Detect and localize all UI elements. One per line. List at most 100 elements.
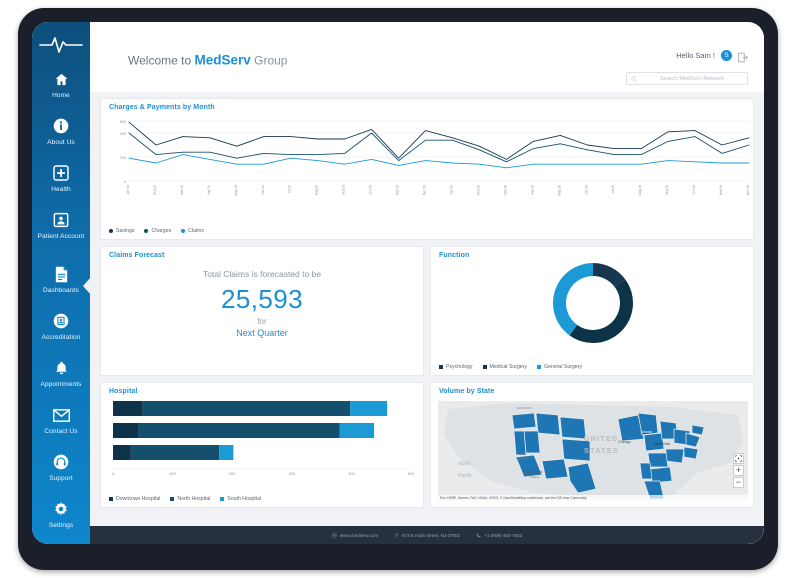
sidebar-item-about-us[interactable]: About Us: [32, 115, 90, 160]
greeting-text: Hello Sam !: [676, 51, 715, 60]
map-zoom-in-button[interactable]: +: [733, 465, 744, 476]
us-choropleth-map: Vancouver UNITED STATES North Pacific Sa…: [438, 401, 748, 501]
map-zoom-out-button[interactable]: −: [733, 477, 744, 488]
line-chart: 0 20K 40K 50K Jan'15 Feb'15 Mar'15 Apr'15 May'15…: [120, 120, 750, 196]
card-claims-forecast: Claims Forecast Total Claims is forecast…: [100, 246, 424, 376]
svg-text:Francisco: Francisco: [516, 457, 530, 461]
hospital-legend: Downtown Hospital North Hospital South H…: [109, 496, 261, 502]
legend-label: Psychology: [446, 364, 473, 370]
svg-text:Oct'16: Oct'16: [692, 185, 696, 195]
search-input[interactable]: [641, 74, 743, 83]
svg-text:Pacific: Pacific: [458, 473, 473, 479]
envelope-icon: [50, 404, 72, 426]
legend-item-claims[interactable]: Claims: [181, 228, 204, 234]
sidebar-item-home[interactable]: Home: [32, 68, 90, 113]
legend-label: Medical Surgery: [489, 364, 528, 370]
svg-text:May'16: May'16: [557, 185, 561, 196]
function-legend: Psychology Medical Surgery General Surge…: [439, 364, 582, 370]
footer-text: www.medserv.com: [339, 532, 379, 538]
legend-swatch: [181, 229, 186, 233]
welcome-prefix: Welcome to: [128, 53, 192, 68]
sidebar-item-accreditation[interactable]: Accreditation: [32, 310, 90, 355]
sidebar-item-patient-account[interactable]: Patient Account: [32, 209, 90, 261]
legend-item-savings[interactable]: Savings: [109, 228, 134, 234]
sidebar-item-health[interactable]: Health: [32, 162, 90, 207]
svg-text:400: 400: [348, 472, 354, 476]
svg-text:Toronto: Toronto: [640, 430, 652, 434]
sidebar-item-settings[interactable]: Settings: [32, 498, 90, 543]
legend-item-downtown-hospital[interactable]: Downtown Hospital: [109, 496, 160, 502]
legend-item-general-surgery[interactable]: General Surgery: [537, 364, 582, 370]
legend-swatch: [170, 497, 175, 501]
forecast-for-text: for: [257, 317, 267, 326]
footer-phone[interactable]: +1 (609) 450-7602: [476, 533, 522, 538]
svg-text:May'15: May'15: [234, 185, 238, 196]
sidebar-item-label: Support: [49, 475, 73, 482]
avatar[interactable]: S: [721, 50, 732, 61]
sidebar-nav: Home About Us Health Patient Account Das: [32, 22, 90, 544]
legend-label: Downtown Hospital: [116, 496, 161, 502]
dashboard-row-3: Hospital 0 100 200 300 400 500 Downtown Hospi…: [100, 382, 754, 508]
svg-text:STATES: STATES: [584, 448, 619, 455]
page-title: Welcome to MedServ Group: [128, 53, 287, 68]
legend-swatch: [482, 365, 487, 369]
footer-website[interactable]: www.medserv.com: [331, 532, 379, 538]
card-volume-by-state: Volume by State: [430, 382, 754, 508]
heartbeat-pulse-logo-icon: [39, 37, 83, 53]
svg-text:New York: New York: [654, 442, 670, 446]
svg-text:Aug'15: Aug'15: [315, 185, 319, 195]
function-donut-chart: [553, 263, 633, 343]
app-header: Welcome to MedServ Group Hello Sam ! S: [90, 22, 764, 92]
legend-item-psychology[interactable]: Psychology: [439, 364, 473, 370]
dashboard-row-2: Claims Forecast Total Claims is forecast…: [100, 246, 754, 376]
svg-text:Dec'16: Dec'16: [746, 185, 750, 195]
logout-icon[interactable]: [738, 50, 748, 63]
sidebar-item-dashboards[interactable]: Dashboards: [32, 263, 90, 308]
sidebar-item-appointments[interactable]: Appointments: [32, 357, 90, 402]
svg-text:Dec'15: Dec'15: [423, 185, 427, 195]
svg-text:Los Angeles: Los Angeles: [524, 470, 543, 474]
hospital-bar-chart: 0 100 200 300 400 500: [112, 401, 414, 476]
search-bar[interactable]: [626, 72, 748, 85]
legend-item-south-hospital[interactable]: South Hospital: [220, 496, 261, 502]
sidebar-item-label: Settings: [48, 522, 74, 529]
footer-address[interactable]: 673 E main street, NJ 07001: [394, 533, 460, 538]
svg-text:San: San: [520, 452, 526, 456]
card-charges-payments: Charges & Payments by Month 0 20K 40K 50K Ja…: [100, 98, 754, 240]
legend-swatch: [109, 229, 113, 233]
sidebar-item-label: Health: [51, 186, 71, 193]
svg-text:Aug'16: Aug'16: [638, 185, 642, 195]
sidebar-item-support[interactable]: Support: [32, 451, 90, 496]
user-card-icon: [50, 209, 72, 231]
svg-text:300: 300: [289, 472, 295, 476]
svg-text:Apr'15: Apr'15: [207, 185, 211, 195]
legend-swatch: [220, 497, 225, 501]
legend-swatch: [144, 229, 149, 233]
legend-item-north-hospital[interactable]: North Hospital: [170, 496, 210, 502]
legend-swatch: [537, 365, 542, 369]
forecast-lead-text: Total Claims is forecasted to be: [202, 269, 322, 279]
legend-label: Claims: [188, 228, 204, 234]
forecast-period: Next Quarter: [236, 328, 288, 338]
sidebar-item-label: About Us: [47, 139, 75, 146]
legend-item-medical-surgery[interactable]: Medical Surgery: [482, 364, 528, 370]
legend-swatch: [439, 365, 443, 369]
svg-text:Jan'16: Jan'16: [450, 185, 454, 195]
legend-label: Charges: [151, 228, 172, 234]
sidebar-item-contact-us[interactable]: Contact Us: [32, 404, 90, 449]
card-function: Function Psychology Medical Surgery Gene…: [430, 246, 754, 376]
sidebar-item-label: Patient Account: [37, 233, 85, 240]
legend-item-charges[interactable]: Charges: [144, 228, 171, 234]
card-title: Volume by State: [439, 388, 495, 395]
svg-text:Sep'16: Sep'16: [665, 185, 669, 195]
svg-text:Apr'16: Apr'16: [530, 185, 534, 195]
legend-label: Savings: [116, 228, 135, 234]
svg-text:Mar'15: Mar'15: [180, 185, 184, 195]
svg-text:Feb'15: Feb'15: [153, 185, 157, 195]
svg-text:North: North: [458, 461, 470, 467]
map-canvas[interactable]: Vancouver UNITED STATES North Pacific Sa…: [438, 401, 748, 501]
map-recenter-button[interactable]: [733, 453, 744, 464]
svg-text:Chicago: Chicago: [618, 440, 631, 444]
map-attribution: Esri, HERE, Garmin, FAO, NOAA, USGS, © O…: [438, 495, 748, 501]
card-title: Charges & Payments by Month: [109, 104, 215, 111]
